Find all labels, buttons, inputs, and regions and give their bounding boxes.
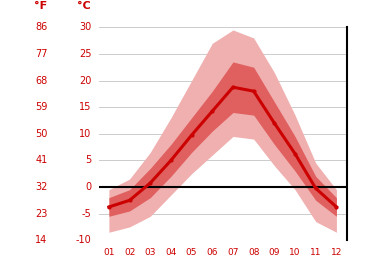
Text: 41: 41 <box>35 155 47 165</box>
Text: 32: 32 <box>35 182 47 192</box>
Text: 59: 59 <box>35 102 47 112</box>
Text: 30: 30 <box>79 22 91 32</box>
Text: 68: 68 <box>35 76 47 85</box>
Text: 25: 25 <box>79 49 91 59</box>
Text: 77: 77 <box>35 49 47 59</box>
Text: 20: 20 <box>79 76 91 85</box>
Text: °C: °C <box>77 1 91 11</box>
Text: -10: -10 <box>76 235 91 245</box>
Text: °F: °F <box>34 1 47 11</box>
Text: 14: 14 <box>35 235 47 245</box>
Text: 15: 15 <box>79 102 91 112</box>
Text: 86: 86 <box>35 22 47 32</box>
Text: 10: 10 <box>79 129 91 139</box>
Text: 23: 23 <box>35 209 47 219</box>
Text: 5: 5 <box>85 155 91 165</box>
Text: 50: 50 <box>35 129 47 139</box>
Text: 0: 0 <box>85 182 91 192</box>
Text: -5: -5 <box>81 209 91 219</box>
